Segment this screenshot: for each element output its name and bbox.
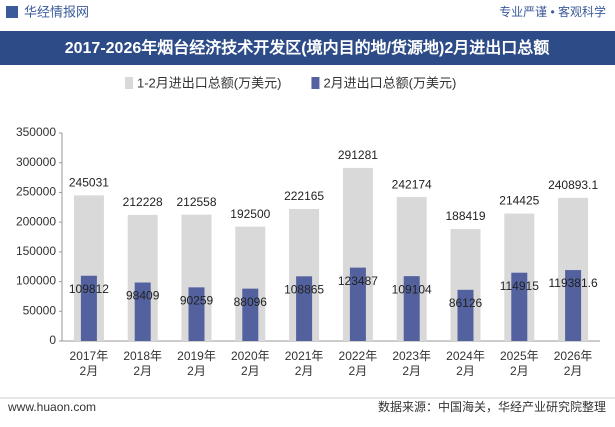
x-tick-label: 2021年2月 xyxy=(284,349,324,378)
chart-title: 2017-2026年烟台经济技术开发区(境内目的地/货源地)2月进出口总额 xyxy=(65,38,550,57)
value-label: 109812 xyxy=(69,282,109,296)
value-label: 86126 xyxy=(449,296,483,310)
value-label: 291281 xyxy=(338,148,378,162)
website: www.huaon.com xyxy=(7,400,96,414)
value-label: 119381.6 xyxy=(549,276,598,290)
x-tick-label: 2019年2月 xyxy=(177,349,216,378)
x-tick-label: 2022年2月 xyxy=(338,349,378,378)
bar xyxy=(403,276,420,341)
value-label: 88096 xyxy=(234,295,268,309)
value-label: 98409 xyxy=(126,289,160,303)
value-label: 214425 xyxy=(499,194,539,208)
value-label: 188419 xyxy=(445,209,485,223)
x-tick-label: 2025年2月 xyxy=(499,349,539,378)
value-label: 109104 xyxy=(392,282,432,296)
x-tick-label: 2026年2月 xyxy=(553,349,593,378)
y-tick-label: 200000 xyxy=(16,214,56,228)
y-tick-label: 300000 xyxy=(16,155,56,169)
bar xyxy=(511,272,528,341)
value-label: 212228 xyxy=(123,195,163,209)
value-label: 108865 xyxy=(284,282,324,296)
y-tick-label: 0 xyxy=(49,333,56,347)
bar xyxy=(134,282,151,341)
logo: 华经情报网 xyxy=(24,4,89,19)
value-label: 245031 xyxy=(69,176,109,190)
source: 数据来源：中国海关，华经产业研究院整理 xyxy=(378,399,606,414)
bar xyxy=(565,270,582,341)
value-label: 90259 xyxy=(180,294,214,308)
value-label: 212558 xyxy=(176,195,216,209)
legend-swatch xyxy=(311,77,320,89)
x-tick-label: 2023年2月 xyxy=(392,349,432,378)
y-tick-label: 150000 xyxy=(16,244,56,258)
legend-swatch xyxy=(125,77,133,89)
value-label: 242174 xyxy=(392,177,432,191)
bar xyxy=(349,267,366,341)
y-tick-label: 350000 xyxy=(16,125,56,139)
legend-label: 2月进出口总额(万美元) xyxy=(323,75,456,90)
x-tick-label: 2020年2月 xyxy=(230,349,270,378)
x-tick-label: 2017年2月 xyxy=(69,349,109,378)
bar xyxy=(296,276,313,341)
title-bar xyxy=(0,31,615,65)
value-label: 222165 xyxy=(284,189,324,203)
x-tick-label: 2024年2月 xyxy=(446,349,485,378)
y-tick-label: 250000 xyxy=(16,185,56,199)
value-label: 192500 xyxy=(230,207,270,221)
logo-icon xyxy=(6,6,18,18)
value-label: 240893.1 xyxy=(548,178,598,192)
bar xyxy=(457,289,474,341)
value-label: 114915 xyxy=(500,279,539,293)
bar xyxy=(188,287,205,341)
bar xyxy=(242,288,259,341)
slogan: 专业严谨 • 客观科学 xyxy=(499,4,606,19)
bar xyxy=(80,275,97,341)
y-tick-label: 50000 xyxy=(23,303,57,317)
value-label: 123487 xyxy=(338,274,378,288)
y-tick-label: 100000 xyxy=(16,274,56,288)
x-tick-label: 2018年2月 xyxy=(123,349,163,378)
legend-label: 1-2月进出口总额(万美元) xyxy=(137,75,281,90)
